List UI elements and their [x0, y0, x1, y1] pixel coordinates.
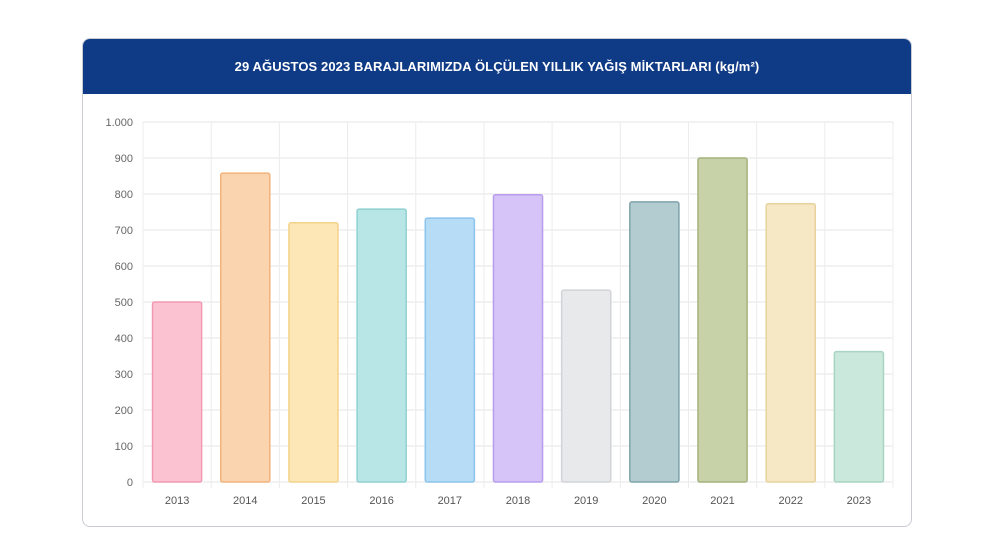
- bar-chart: 0 100 200 300 400 500 600 700 800 900 1.000 2013 201…: [105, 117, 894, 507]
- bar-2018: [492, 193, 544, 483]
- x-tick-label: 2015: [301, 495, 325, 507]
- y-tick-label: 900: [115, 153, 133, 165]
- x-tick-label: 2023: [847, 495, 871, 507]
- x-tick-label: 2016: [369, 495, 393, 507]
- bar-2021: [697, 157, 748, 483]
- x-tick-label: 2021: [710, 495, 734, 507]
- y-tick-label: 600: [115, 261, 133, 273]
- y-tick-label: 700: [115, 225, 133, 237]
- y-tick-label: 200: [115, 405, 133, 417]
- bar-2023: [833, 350, 885, 483]
- chart-title: 29 AĞUSTOS 2023 BARAJLARIMIZDA ÖLÇÜLEN Y…: [234, 59, 760, 74]
- x-tick-label: 2020: [642, 495, 666, 507]
- x-tick-label: 2017: [438, 495, 462, 507]
- y-tick-label: 400: [115, 333, 133, 345]
- x-tick-label: 2019: [574, 495, 598, 507]
- bar-2017: [424, 217, 476, 483]
- bar-2020: [629, 201, 680, 483]
- y-tick-label: 300: [115, 369, 133, 381]
- y-tick-label: 1.000: [105, 117, 133, 129]
- y-tick-label: 500: [115, 297, 133, 309]
- bar-2016: [356, 208, 407, 483]
- y-tick-label: 0: [127, 477, 133, 489]
- x-tick-label: 2018: [506, 495, 530, 507]
- y-tick-label: 100: [115, 441, 133, 453]
- chart-card: 29 AĞUSTOS 2023 BARAJLARIMIZDA ÖLÇÜLEN Y…: [82, 38, 912, 527]
- chart-area: 0 100 200 300 400 500 600 700 800 900 1.000 2013 201…: [83, 94, 911, 526]
- bar-2019: [560, 289, 612, 483]
- bar-2022: [765, 202, 817, 483]
- x-tick-label: 2022: [778, 495, 802, 507]
- y-tick-label: 800: [115, 189, 133, 201]
- bar-2014: [219, 172, 271, 483]
- bar-2015: [288, 222, 339, 483]
- x-tick-label: 2014: [233, 495, 257, 507]
- bar-2013: [151, 301, 203, 483]
- x-tick-label: 2013: [165, 495, 189, 507]
- chart-header: 29 AĞUSTOS 2023 BARAJLARIMIZDA ÖLÇÜLEN Y…: [83, 39, 911, 94]
